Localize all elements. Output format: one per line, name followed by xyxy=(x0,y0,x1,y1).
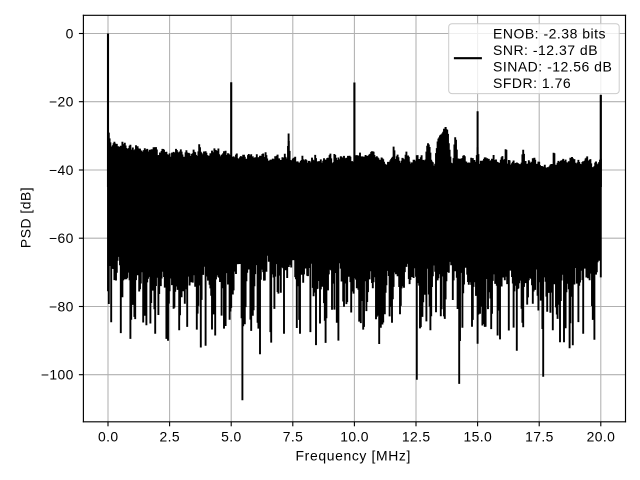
svg-text:10.0: 10.0 xyxy=(340,428,369,444)
svg-text:12.5: 12.5 xyxy=(402,428,431,444)
svg-text:−40: −40 xyxy=(49,162,74,178)
svg-text:0.0: 0.0 xyxy=(98,428,119,444)
svg-text:5.0: 5.0 xyxy=(221,428,242,444)
svg-text:−60: −60 xyxy=(49,230,74,246)
svg-text:0: 0 xyxy=(66,25,74,41)
svg-text:−20: −20 xyxy=(49,94,74,110)
svg-text:7.5: 7.5 xyxy=(283,428,304,444)
svg-text:SNR: -12.37 dB: SNR: -12.37 dB xyxy=(493,42,598,58)
svg-text:15.0: 15.0 xyxy=(463,428,492,444)
svg-text:20.0: 20.0 xyxy=(587,428,616,444)
svg-text:−100: −100 xyxy=(41,367,74,383)
svg-text:Frequency [MHz]: Frequency [MHz] xyxy=(296,447,412,463)
svg-text:SFDR: 1.76: SFDR: 1.76 xyxy=(493,75,571,91)
svg-text:−80: −80 xyxy=(49,298,74,314)
svg-text:2.5: 2.5 xyxy=(160,428,181,444)
svg-text:ENOB: -2.38 bits: ENOB: -2.38 bits xyxy=(493,25,606,41)
svg-text:SINAD: -12.56 dB: SINAD: -12.56 dB xyxy=(493,58,612,74)
svg-text:17.5: 17.5 xyxy=(525,428,554,444)
svg-text:PSD [dB]: PSD [dB] xyxy=(18,187,34,248)
